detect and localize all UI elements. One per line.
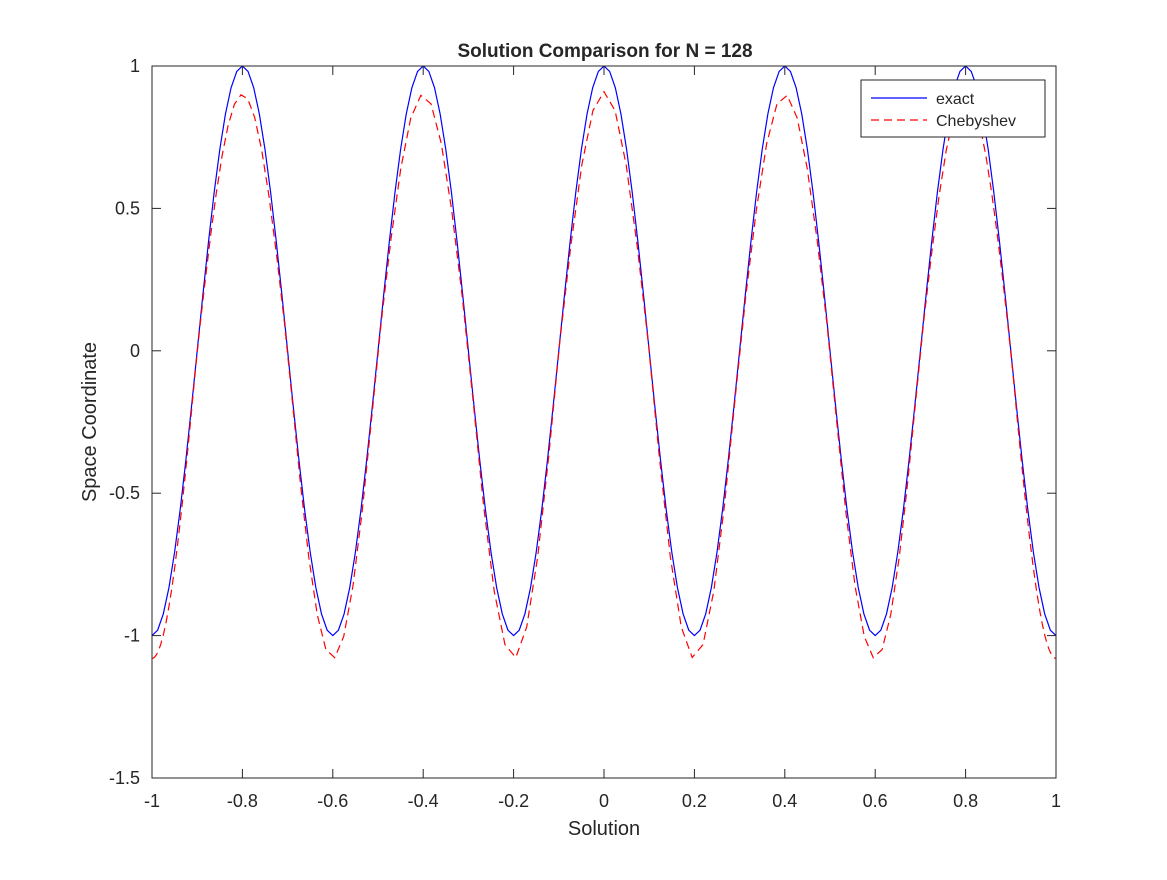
x-tick-label: 1 bbox=[1051, 791, 1061, 811]
series-line-exact bbox=[152, 66, 1056, 637]
x-tick-label: 0 bbox=[599, 791, 609, 811]
y-axis-label: Space Coordinate bbox=[79, 342, 101, 502]
series-line-chebyshev bbox=[152, 90, 1056, 659]
y-tick-label: 1 bbox=[130, 56, 140, 76]
y-tick-label: -1 bbox=[124, 626, 140, 646]
x-tick-label: 0.4 bbox=[772, 791, 797, 811]
y-tick-label: 0.5 bbox=[115, 198, 140, 218]
chart-title: Solution Comparison for N = 128 bbox=[457, 41, 752, 62]
legend[interactable]: exact Chebyshev bbox=[860, 79, 1046, 138]
y-tick-label: 0 bbox=[130, 341, 140, 361]
x-tick-label: 0.8 bbox=[953, 791, 978, 811]
legend-label-chebyshev: Chebyshev bbox=[936, 113, 1016, 130]
x-tick-label: -0.4 bbox=[408, 791, 439, 811]
x-axis: -1 -0.8 -0.6 -0.4 -0.2 0 0.2 0.4 0.6 0.8 1 bbox=[144, 66, 1061, 811]
legend-box bbox=[860, 79, 1046, 138]
y-axis: -1.5 -1 -0.5 0 0.5 1 bbox=[109, 56, 1056, 788]
x-tick-label: -0.6 bbox=[317, 791, 348, 811]
y-tick-label: -1.5 bbox=[109, 768, 140, 788]
x-tick-label: 0.2 bbox=[682, 791, 707, 811]
x-tick-label: -0.2 bbox=[498, 791, 529, 811]
x-tick-label: 0.6 bbox=[863, 791, 888, 811]
legend-label-exact: exact bbox=[936, 91, 975, 108]
x-axis-label: Solution bbox=[568, 818, 640, 840]
x-tick-label: -1 bbox=[144, 791, 160, 811]
x-tick-label: -0.8 bbox=[227, 791, 258, 811]
series-layer bbox=[152, 66, 1056, 659]
y-tick-label: -0.5 bbox=[109, 483, 140, 503]
